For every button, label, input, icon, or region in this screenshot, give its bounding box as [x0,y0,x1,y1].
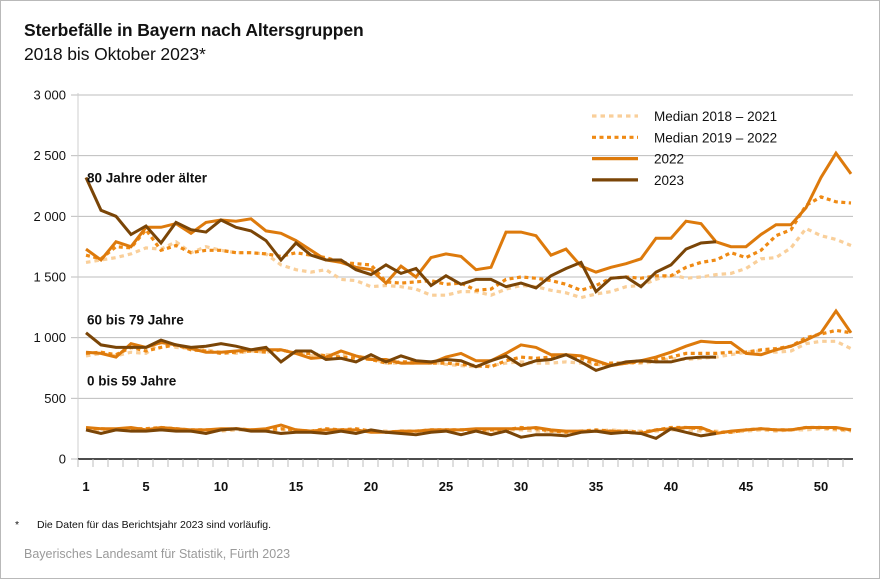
y-tick-label: 1 500 [33,270,66,285]
series-lines [84,150,853,441]
y-tick-label: 1 000 [33,330,66,345]
footnote: * Die Daten für das Berichtsjahr 2023 sin… [15,519,271,531]
band-labels: 80 Jahre oder älter 60 bis 79 Jahre 0 bis … [87,171,208,389]
x-tick-label: 40 [664,479,678,494]
series-line-y2023 [84,176,717,295]
legend-item: 2023 [592,173,684,188]
x-tick-label: 1 [82,479,89,494]
legend-item: Median 2019 – 2022 [592,130,777,145]
x-tick-label: 50 [814,479,828,494]
series-line-y2022 [85,423,852,436]
x-tick-label: 15 [289,479,303,494]
age-group-2 [85,423,852,441]
y-tick-label: 0 [59,452,66,467]
series-line-median_2019_2022 [85,195,852,292]
y-tick-label: 3 000 [33,88,66,103]
age-group-0 [84,150,853,300]
legend-label: Median 2018 – 2021 [654,109,777,124]
legend-label: Median 2019 – 2022 [654,130,777,145]
x-tick-label: 30 [514,479,528,494]
series-line-median_2018_2021 [85,226,852,300]
chart-subtitle: 2018 bis Oktober 2023* [24,44,206,64]
series-line-y2023 [85,427,717,441]
series-line-median_2018_2021 [85,339,852,369]
legend-item: Median 2018 – 2021 [592,109,777,124]
source-credit: Bayerisches Landesamt für Statistik, Für… [24,547,291,561]
age-group-1 [85,308,853,373]
y-axis: 0 500 1 000 1 500 2 000 2 500 3 000 [33,88,79,467]
group-label: 60 bis 79 Jahre [87,313,184,328]
series-line-y2022 [85,308,853,368]
y-tick-label: 2 500 [33,148,66,163]
legend-item: 2022 [592,152,684,167]
legend-label: 2023 [654,173,684,188]
x-tick-label: 45 [739,479,753,494]
x-tick-label: 5 [142,479,149,494]
group-label: 80 Jahre oder älter [87,171,208,186]
group-label: 0 bis 59 Jahre [87,373,177,388]
footnote-text: Die Daten für das Berichtsjahr 2023 sind… [37,519,272,531]
y-tick-label: 2 000 [33,209,66,224]
x-axis: 1 5 10 15 20 25 30 35 40 45 50 [77,458,853,494]
y-tick-label: 500 [44,391,66,406]
series-line-y2023 [85,331,716,373]
x-tick-label: 20 [364,479,378,494]
legend: Median 2018 – 2021 Median 2019 – 2022 2022… [592,109,777,188]
grid-lines [78,94,853,399]
chart-title: Sterbefälle in Bayern nach Altersgruppen [24,20,364,40]
x-tick-label: 10 [214,479,228,494]
x-tick-label: 35 [589,479,603,494]
x-tick-label: 25 [439,479,453,494]
series-line-y2022 [85,150,853,286]
legend-label: 2022 [654,152,684,167]
footnote-marker: * [15,519,20,531]
